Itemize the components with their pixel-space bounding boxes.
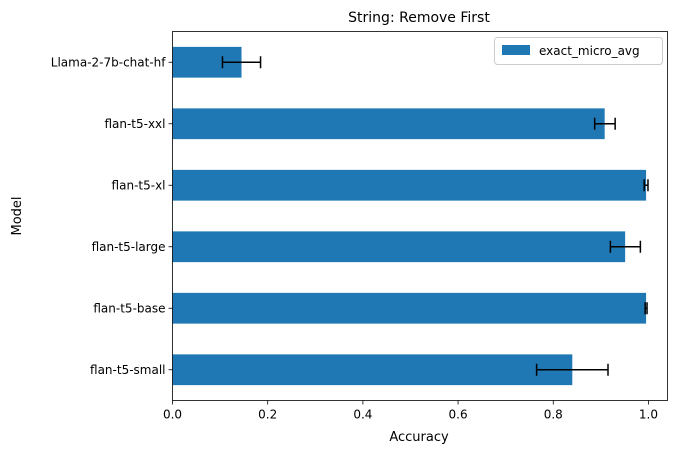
x-axis: 0.0 0.2 0.4 0.6 0.8 1.0 xyxy=(163,400,658,422)
x-tick-label-0.4: 0.4 xyxy=(353,408,372,422)
y-axis: Llama-2-7b-chat-hf flan-t5-xxl flan-t5-xl f… xyxy=(51,55,173,377)
bar-flan-t5-large xyxy=(172,231,626,263)
legend-frame xyxy=(494,37,663,65)
y-tick-label-flan-t5-base: flan-t5-base xyxy=(93,301,165,315)
plot-frame xyxy=(172,31,668,401)
bar-flan-t5-xl xyxy=(172,169,647,201)
bar-flan-t5-base xyxy=(172,292,647,324)
x-tick-label-0.8: 0.8 xyxy=(544,408,563,422)
x-tick-label-1.0: 1.0 xyxy=(639,408,658,422)
y-axis-label: Model xyxy=(10,196,25,235)
x-axis-label: Accuracy xyxy=(389,430,449,445)
error-bar-group xyxy=(221,56,649,376)
chart-title: String: Remove First xyxy=(348,10,490,26)
x-tick-label-0.2: 0.2 xyxy=(258,408,277,422)
y-tick-label-flan-t5-xl: flan-t5-xl xyxy=(112,178,166,192)
bar-group xyxy=(172,46,647,386)
legend-label: exact_micro_avg xyxy=(539,44,640,58)
legend: exact_micro_avg xyxy=(494,37,663,65)
y-tick-label-flan-t5-small: flan-t5-small xyxy=(90,363,165,377)
legend-swatch xyxy=(502,45,530,55)
y-tick-label-flan-t5-xxl: flan-t5-xxl xyxy=(104,117,165,131)
bar-flan-t5-xxl xyxy=(172,108,605,140)
x-tick-label-0.0: 0.0 xyxy=(163,408,182,422)
y-tick-label-Llama-2-7b-chat-hf: Llama-2-7b-chat-hf xyxy=(51,55,166,69)
x-tick-label-0.6: 0.6 xyxy=(449,408,468,422)
y-tick-label-flan-t5-large: flan-t5-large xyxy=(92,240,166,254)
bar-flan-t5-small xyxy=(172,354,573,386)
